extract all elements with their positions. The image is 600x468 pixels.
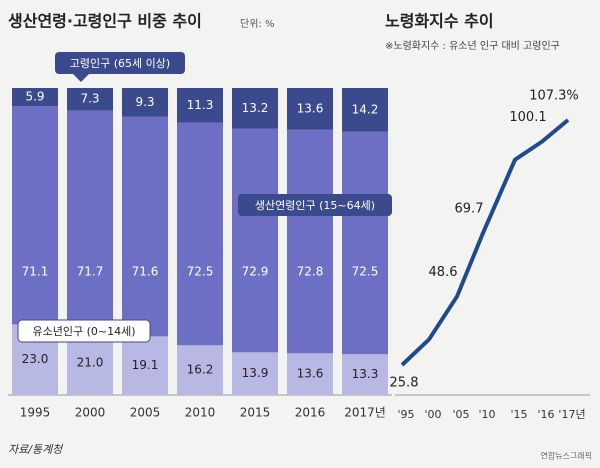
legend-box: [17, 319, 151, 343]
x-tick-label: '15: [510, 408, 527, 421]
value-label: 48.6: [429, 265, 458, 280]
bar-segment: [342, 354, 388, 395]
legend-pointer: [73, 74, 89, 82]
value-label: 107.3%: [529, 89, 579, 104]
value-label: 13.6: [297, 101, 324, 115]
x-tick-label: 2010: [185, 406, 216, 420]
credit: 연합뉴스그래픽: [540, 451, 592, 461]
x-tick-label: 2017년: [344, 406, 386, 420]
value-label: 23.0: [22, 352, 49, 366]
value-label: 16.2: [187, 363, 214, 377]
x-tick-label: 2005: [130, 406, 161, 420]
value-label: 9.3: [135, 95, 154, 109]
bar-segment: [342, 88, 388, 132]
value-label: 71.6: [132, 265, 159, 279]
value-label: 25.8: [390, 376, 419, 391]
x-tick-label: 2000: [75, 406, 106, 420]
x-tick-label: 2015: [240, 406, 271, 420]
value-label: 71.7: [77, 265, 104, 279]
bar-segment: [342, 131, 388, 355]
legend-box: [238, 194, 392, 216]
bar-segment: [232, 352, 278, 395]
left-title: 생산연령·고령인구 비중 추이: [8, 12, 202, 31]
value-label: 11.3: [187, 98, 214, 112]
bar-segment: [287, 129, 333, 354]
bar-segment: [287, 353, 333, 395]
value-label: 13.3: [352, 367, 379, 381]
right-subtitle: ※노령화지수 : 유소년 인구 대비 고령인구: [385, 40, 560, 52]
x-tick-label: 1995: [20, 406, 51, 420]
legend-label: 생산연령인구 (15~64세): [255, 199, 375, 212]
legend-label: 고령인구 (65세 이상): [70, 57, 170, 70]
value-label: 14.2: [352, 102, 379, 116]
value-label: 72.9: [242, 265, 269, 279]
value-label: 19.1: [132, 358, 159, 372]
legend-box: [55, 52, 185, 74]
line: [400, 118, 570, 367]
source: 자료/통계청: [8, 443, 64, 456]
x-tick-label: '17년: [558, 408, 585, 421]
x-tick-label: '05: [452, 408, 469, 421]
value-label: 21.0: [77, 355, 104, 369]
bar-segment: [122, 336, 168, 395]
value-label: 13.6: [297, 367, 324, 381]
value-label: 5.9: [25, 90, 44, 104]
x-tick-label: '00: [424, 408, 441, 421]
bar-segment: [232, 128, 278, 353]
bar-segment: [67, 88, 113, 111]
x-tick-label: 2016: [295, 406, 326, 420]
bar-segment: [122, 88, 168, 117]
bar-segment: [177, 88, 223, 123]
value-label: 13.9: [242, 366, 269, 380]
value-label: 71.1: [22, 265, 49, 279]
right-title: 노령화지수 추이: [385, 12, 494, 31]
bar-segment: [12, 106, 58, 325]
legend-label: 유소년인구 (0~14세): [32, 325, 135, 338]
value-label: 72.5: [352, 265, 379, 279]
value-label: 72.8: [297, 265, 324, 279]
bar-segment: [177, 122, 223, 346]
unit-label: 단위: %: [240, 17, 274, 30]
bar-segment: [122, 116, 168, 337]
bar-segment: [287, 88, 333, 130]
value-label: 13.2: [242, 101, 269, 115]
bar-segment: [12, 88, 58, 107]
value-label: 69.7: [455, 202, 484, 217]
bar-segment: [177, 345, 223, 395]
x-tick-label: '16: [537, 408, 554, 421]
bar-segment: [232, 88, 278, 129]
value-label: 72.5: [187, 265, 214, 279]
x-tick-label: '10: [478, 408, 495, 421]
value-label: 100.1: [509, 110, 546, 125]
value-label: 7.3: [80, 92, 99, 106]
x-tick-label: '95: [397, 408, 414, 421]
bar-segment: [67, 110, 113, 331]
